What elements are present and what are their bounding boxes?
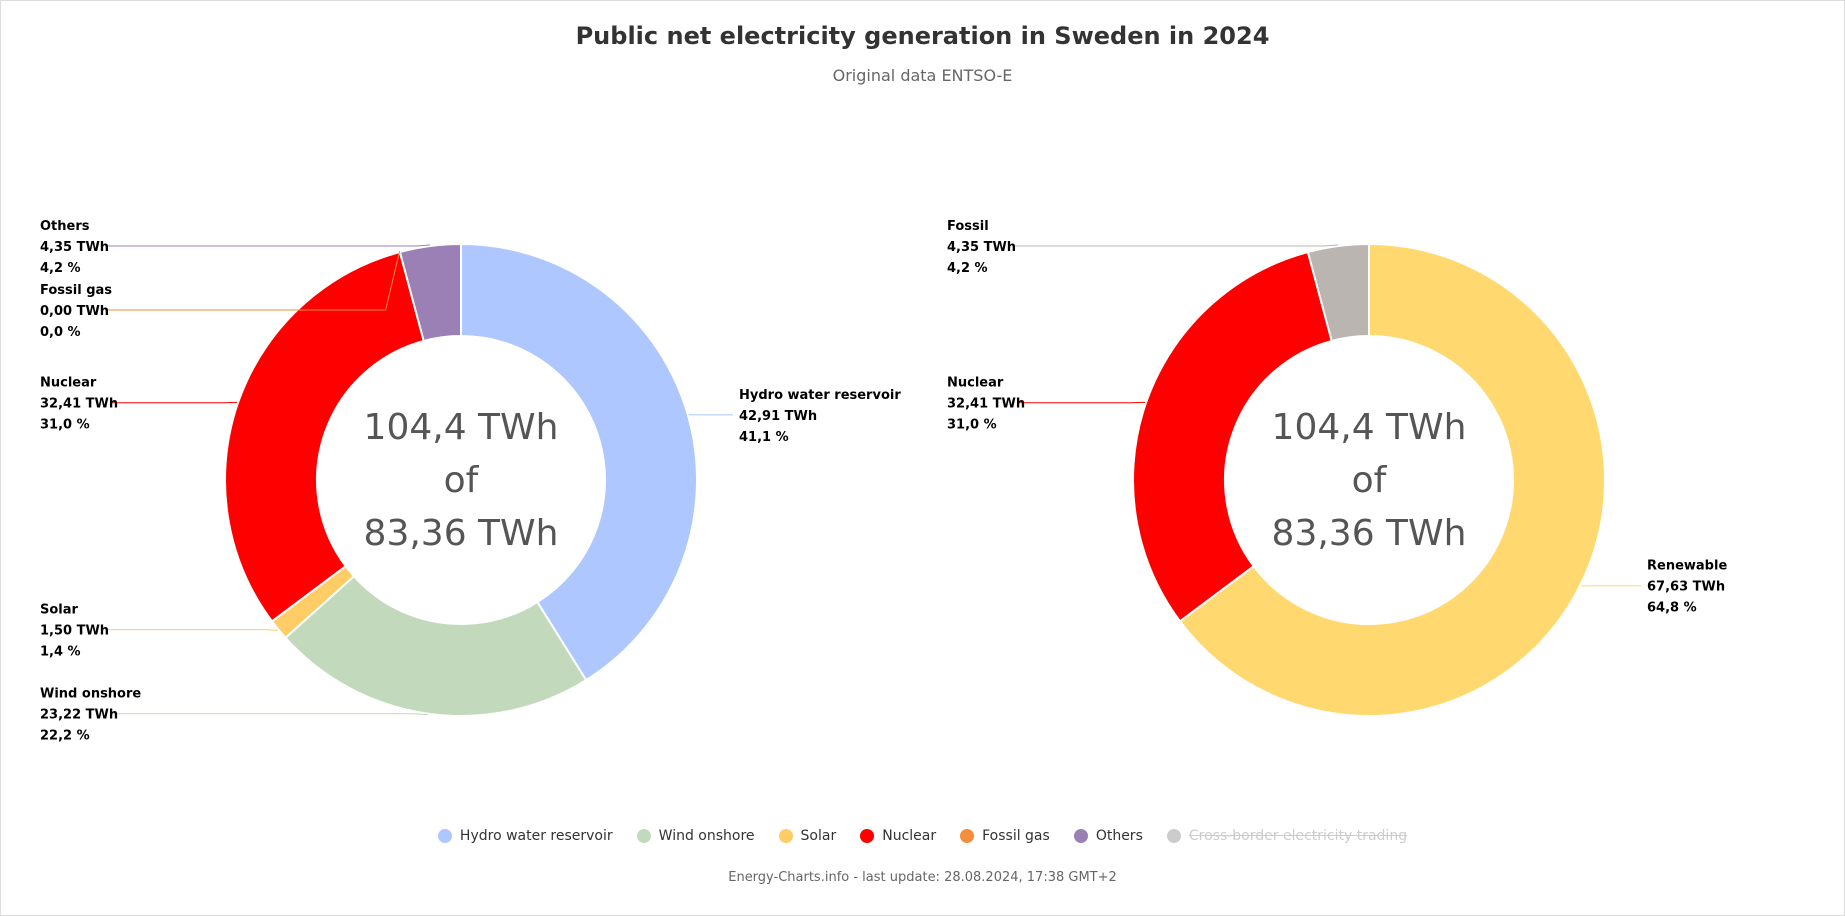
label-name-wind-onshore: Wind onshore	[40, 687, 141, 702]
label-percent-nuclear: 31,0 %	[947, 418, 997, 433]
label-value-nuclear: 32,41 TWh	[947, 397, 1025, 412]
label-name-nuclear: Nuclear	[947, 376, 1004, 391]
label-percent-fossil: 4,2 %	[947, 261, 988, 276]
label-value-solar: 1,50 TWh	[40, 624, 109, 639]
label-value-fossil: 4,35 TWh	[947, 240, 1016, 255]
label-name-nuclear: Nuclear	[40, 376, 97, 391]
slice-wind-onshore[interactable]	[284, 574, 588, 717]
label-value-hydro-water-reservoir: 42,91 TWh	[739, 409, 817, 424]
legend-marker	[778, 829, 793, 843]
data-label-fossil-gas: Fossil gas 0,00 TWh 0,0 %	[40, 250, 401, 340]
label-name-solar: Solar	[40, 603, 79, 618]
center-label-line-1: 104,4 TWh	[364, 407, 559, 448]
label-name-fossil-gas: Fossil gas	[40, 283, 112, 298]
data-label-wind-onshore: Wind onshore 23,22 TWh 22,2 %	[40, 687, 428, 744]
data-label-nuclear: Nuclear 32,41 TWh 31,0 %	[947, 376, 1146, 433]
legend-label: Fossil gas	[982, 828, 1050, 844]
center-label-line-2: of	[1352, 460, 1388, 501]
label-percent-hydro-water-reservoir: 41,1 %	[739, 430, 789, 445]
center-label-line-1: 104,4 TWh	[1272, 407, 1467, 448]
center-label-line-3: 83,36 TWh	[364, 513, 559, 554]
slice-fossil[interactable]	[1306, 242, 1370, 343]
data-label-hydro-water-reservoir: Hydro water reservoir 42,91 TWh 41,1 %	[688, 388, 901, 445]
label-name-renewable: Renewable	[1647, 559, 1727, 574]
slice-nuclear[interactable]	[1132, 250, 1333, 623]
connector-wind-onshore	[112, 713, 428, 716]
legend-marker	[437, 829, 452, 843]
legend-item-others[interactable]: Others	[1073, 828, 1143, 844]
data-label-others: Others 4,35 TWh 4,2 %	[40, 219, 431, 276]
label-value-renewable: 67,63 TWh	[1647, 580, 1725, 595]
legend-item-fossil-gas[interactable]: Fossil gas	[960, 828, 1050, 844]
label-name-others: Others	[40, 219, 90, 234]
legend-item-cross-border-electricity-trading[interactable]: Cross-border electricity trading	[1166, 828, 1408, 844]
legend-marker	[960, 829, 975, 843]
legend-label: Wind onshore	[658, 828, 755, 844]
donut-chart-1: Hydro water reservoir 42,91 TWh 41,1 % Othe…	[40, 219, 901, 744]
slice-others[interactable]	[398, 242, 462, 343]
legend-marker	[636, 829, 651, 843]
chart-subtitle: Original data ENTSO-E	[832, 66, 1013, 85]
legend-label: Hydro water reservoir	[459, 828, 613, 844]
label-value-wind-onshore: 23,22 TWh	[40, 708, 118, 723]
label-percent-solar: 1,4 %	[40, 645, 81, 660]
label-percent-others: 4,2 %	[40, 261, 81, 276]
chart-title: Public net electricity generation in Swe…	[575, 22, 1270, 50]
legend-label: Nuclear	[882, 828, 937, 844]
connector-fossil-gas	[105, 250, 401, 311]
slice-renewable[interactable]	[1178, 242, 1606, 717]
credits[interactable]: Energy-Charts.info - last update: 28.08.…	[728, 870, 1117, 885]
legend-marker	[1073, 829, 1088, 843]
center-label-line-3: 83,36 TWh	[1272, 513, 1467, 554]
donut-chart-2: Renewable 67,63 TWh 64,8 % Fossil 4,35 TWh 4,…	[947, 219, 1727, 717]
legend-item-nuclear[interactable]: Nuclear	[860, 828, 936, 844]
data-label-fossil: Fossil 4,35 TWh 4,2 %	[947, 219, 1339, 276]
label-percent-fossil-gas: 0,0 %	[40, 325, 81, 340]
label-percent-wind-onshore: 22,2 %	[40, 729, 90, 744]
legend-item-wind-onshore[interactable]: Wind onshore	[636, 828, 755, 844]
label-value-nuclear: 32,41 TWh	[40, 397, 118, 412]
data-label-nuclear: Nuclear 32,41 TWh 31,0 %	[40, 376, 238, 433]
slice-hydro-water-reservoir[interactable]	[460, 242, 698, 682]
legend-marker	[1166, 829, 1181, 843]
label-name-hydro-water-reservoir: Hydro water reservoir	[739, 388, 901, 403]
connector-others	[105, 244, 431, 247]
data-label-renewable: Renewable 67,63 TWh 64,8 %	[1580, 559, 1727, 616]
legend-item-solar[interactable]: Solar	[778, 828, 837, 844]
data-label-solar: Solar 1,50 TWh 1,4 %	[40, 603, 278, 660]
legend-marker	[860, 829, 875, 843]
connector-solar	[105, 629, 278, 631]
legend-item-hydro-water-reservoir[interactable]: Hydro water reservoir	[437, 828, 613, 844]
label-name-fossil: Fossil	[947, 219, 989, 234]
legend-label: Solar	[800, 828, 837, 844]
legend-label: Others	[1095, 828, 1143, 844]
label-value-fossil-gas: 0,00 TWh	[40, 304, 109, 319]
slice-nuclear[interactable]	[224, 250, 425, 623]
center-label-line-2: of	[444, 460, 480, 501]
legend-label: Cross-border electricity trading	[1188, 828, 1408, 844]
legend: Hydro water reservoir Wind onshore Solar Nu…	[0, 828, 1845, 844]
label-percent-nuclear: 31,0 %	[40, 418, 90, 433]
label-value-others: 4,35 TWh	[40, 240, 109, 255]
connector-fossil	[1012, 244, 1339, 247]
label-percent-renewable: 64,8 %	[1647, 601, 1697, 616]
